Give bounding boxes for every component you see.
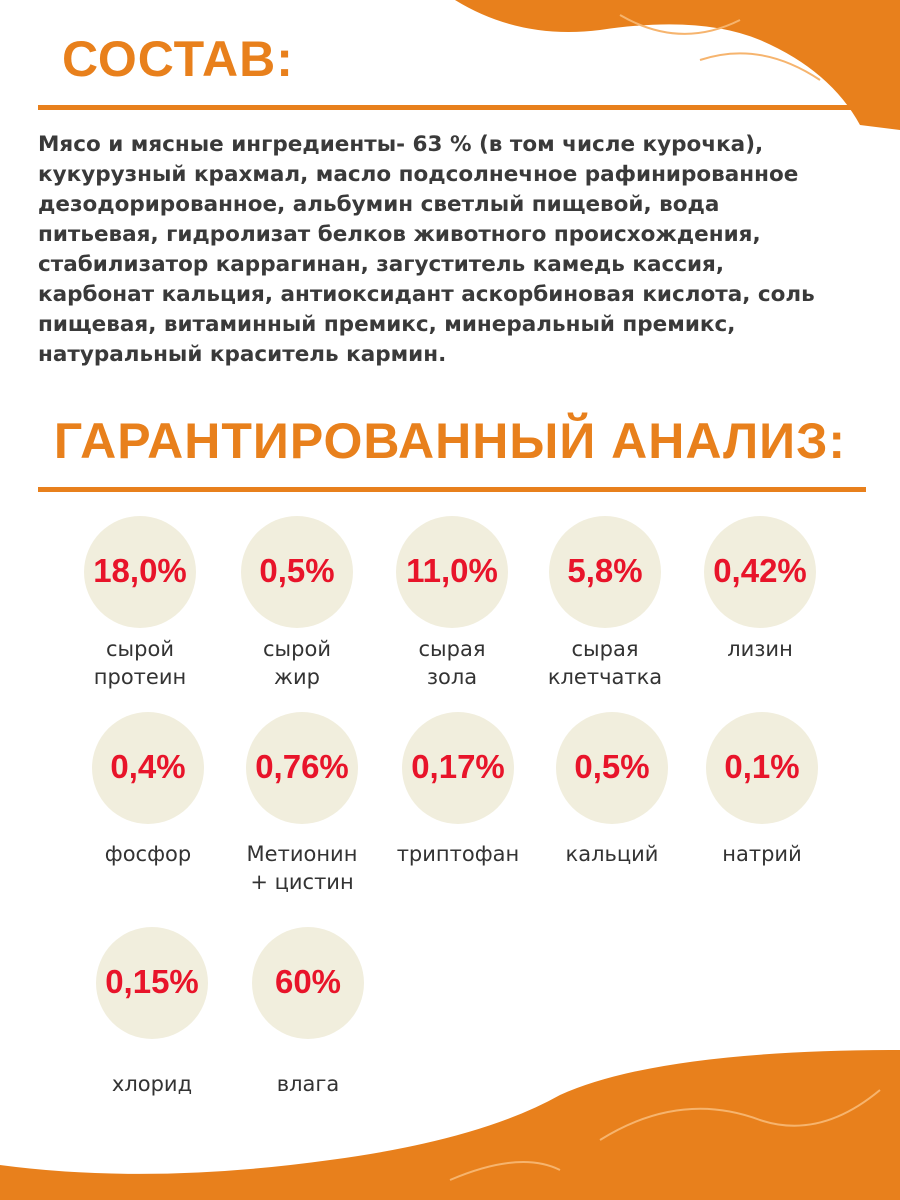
circle xyxy=(704,516,816,628)
composition-line: натуральный краситель кармин. xyxy=(38,342,447,367)
composition-line: Мясо и мясные ингредиенты- 63 % (в том ч… xyxy=(38,132,764,157)
value: 0,4% xyxy=(110,748,186,785)
circle xyxy=(92,712,204,824)
composition-line: стабилизатор каррагинан, загуститель кам… xyxy=(38,252,724,277)
value: 0,76% xyxy=(255,748,349,785)
label: сырая xyxy=(418,637,486,661)
bottom-shape xyxy=(0,1050,900,1200)
circle xyxy=(706,712,818,824)
circle xyxy=(241,516,353,628)
circle xyxy=(252,927,364,1039)
value: 0,15% xyxy=(105,963,199,1000)
circle xyxy=(556,712,668,824)
top-shape xyxy=(455,0,900,130)
ornament xyxy=(449,14,881,1181)
circle xyxy=(96,927,208,1039)
label: + цистин xyxy=(250,870,354,894)
value: 0,17% xyxy=(411,748,505,785)
circle xyxy=(84,516,196,628)
value: 60% xyxy=(274,963,342,1000)
label: натрий xyxy=(722,842,802,866)
divider xyxy=(38,487,866,492)
label: сырой xyxy=(106,637,174,661)
label: жир xyxy=(274,665,320,689)
composition-line: дезодорированное, альбумин светлый пищев… xyxy=(38,192,720,217)
value: 11,0% xyxy=(406,552,498,589)
value: 18,0% xyxy=(93,552,187,589)
circle xyxy=(396,516,508,628)
value: 5,8% xyxy=(567,552,643,589)
composition-line: карбонат кальция, антиоксидант аскорбино… xyxy=(38,282,815,307)
composition-line: питьевая, гидролизат белков животного пр… xyxy=(38,222,761,247)
label: влага xyxy=(276,1072,340,1096)
value: 0,42% xyxy=(713,552,807,589)
value: 0,1% xyxy=(724,748,800,785)
label: фосфор xyxy=(104,842,192,866)
label: лизин xyxy=(727,637,793,661)
divider xyxy=(38,105,866,110)
label: зола xyxy=(426,665,478,689)
label: кальций xyxy=(565,842,659,866)
label: хлорид xyxy=(111,1072,193,1096)
label: сырая xyxy=(571,637,639,661)
label: клетчатка xyxy=(547,665,663,689)
value: 0,5% xyxy=(574,748,650,785)
composition-line: кукурузный крахмал, масло подсолнечное р… xyxy=(38,162,799,187)
analysis-title: ГАРАНТИРОВАННЫЙ АНАЛИЗ: xyxy=(53,413,847,469)
value: 0,5% xyxy=(259,552,335,589)
composition-line: пищевая, витаминный премикс, минеральный… xyxy=(38,312,736,337)
circle xyxy=(402,712,514,824)
label: сырой xyxy=(263,637,331,661)
label: триптофан xyxy=(396,842,520,866)
label: протеин xyxy=(93,665,187,689)
circle xyxy=(246,712,358,824)
circle xyxy=(549,516,661,628)
label: Метионин xyxy=(246,842,358,866)
composition-title: СОСТАВ: xyxy=(62,31,294,87)
